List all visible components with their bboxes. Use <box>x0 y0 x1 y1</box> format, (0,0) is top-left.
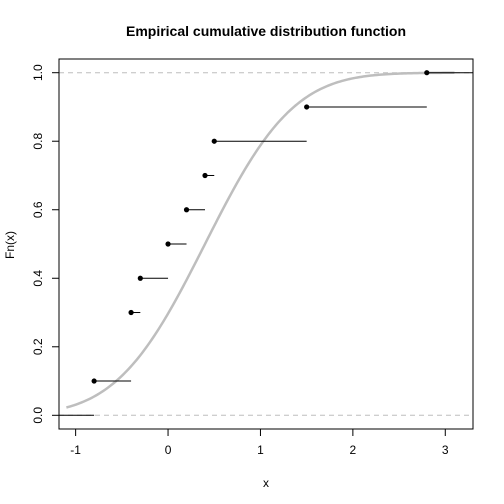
x-tick-label: 0 <box>165 443 172 457</box>
y-axis-label: Fn(x) <box>3 231 17 259</box>
y-tick-label: 0.4 <box>31 270 45 287</box>
x-tick-label: -1 <box>70 443 81 457</box>
reference-lines <box>59 72 473 416</box>
x-tick-label: 1 <box>257 443 264 457</box>
y-tick-label: 1.0 <box>31 64 45 81</box>
ecdf-steps-layer <box>59 70 473 416</box>
x-tick-label: 3 <box>442 443 449 457</box>
theoretical-cdf-curve <box>66 71 455 409</box>
x-tick-label: 2 <box>350 443 357 457</box>
ecdf-point <box>137 275 143 281</box>
y-tick-label: 0.2 <box>31 338 45 355</box>
ecdf-point <box>165 241 171 247</box>
ecdf-point <box>424 70 430 76</box>
ecdf-point <box>183 207 190 213</box>
chart-title: Empirical cumulative distribution functi… <box>126 23 406 39</box>
ecdf-point <box>304 104 310 110</box>
x-axis-label: x <box>263 476 269 490</box>
x-axis: -1 0 1 2 3 <box>70 428 449 457</box>
y-tick-label: 0.6 <box>31 201 45 218</box>
ecdf-point <box>91 378 97 384</box>
plot-frame <box>58 58 474 430</box>
y-tick-label: 0.8 <box>31 133 45 150</box>
theoretical-curve-layer <box>66 71 455 409</box>
y-tick-label: 0.0 <box>31 407 45 424</box>
ecdf-point <box>211 138 217 144</box>
ecdf-point <box>202 172 208 179</box>
y-axis: 0.0 0.2 0.4 0.6 0.8 1.0 <box>31 64 60 424</box>
ecdf-point <box>128 309 134 316</box>
